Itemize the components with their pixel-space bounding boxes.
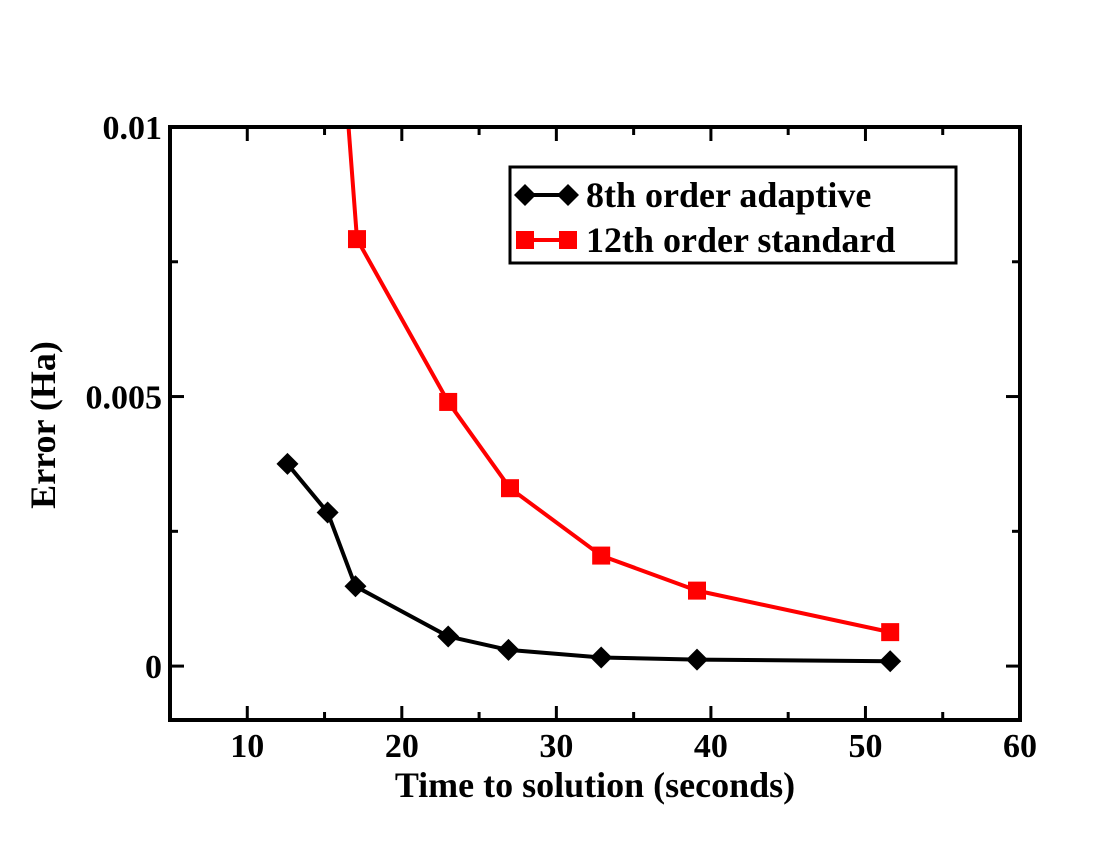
data-point [879,650,902,673]
legend: 8th order adaptive 12th order standard [508,165,958,265]
legend-marker [514,184,536,206]
data-point [592,546,611,565]
data-point [437,625,460,648]
legend-marker [557,184,579,206]
y-tick-label: 0.01 [103,110,163,147]
plot-frame [168,125,1022,722]
data-point [344,575,367,598]
data-point [497,638,520,661]
x-tick-label: 30 [539,728,573,765]
legend-label: 8th order adaptive [586,175,871,215]
data-point [590,646,613,669]
x-axis-title: Time to solution (seconds) [395,765,795,805]
data-point [316,501,339,524]
x-tick-label: 10 [230,728,264,765]
data-point [501,479,519,498]
x-tick-label: 60 [1003,728,1037,765]
ticks-layer [170,125,1022,720]
data-point [686,648,708,671]
data-point [439,392,458,411]
legend-marker [559,231,577,249]
y-axis-title: Error (Ha) [23,341,63,509]
data-point [348,230,366,249]
series-line-0 [285,462,891,664]
x-tick-label: 20 [385,728,419,765]
tick-labels: 10 20 30 40 50 60 0 0.005 0.01 [86,110,1038,765]
data-point [688,581,706,600]
legend-marker [516,231,534,249]
x-tick-label: 40 [694,728,728,765]
legend-box [508,165,958,265]
x-tick-label: 50 [848,728,882,765]
markers-layer [276,230,902,673]
legend-label: 12th order standard [586,220,895,260]
data-point [276,452,299,475]
y-tick-label: 0 [145,649,162,686]
y-tick-label: 0.005 [86,380,163,417]
data-point [881,623,900,642]
